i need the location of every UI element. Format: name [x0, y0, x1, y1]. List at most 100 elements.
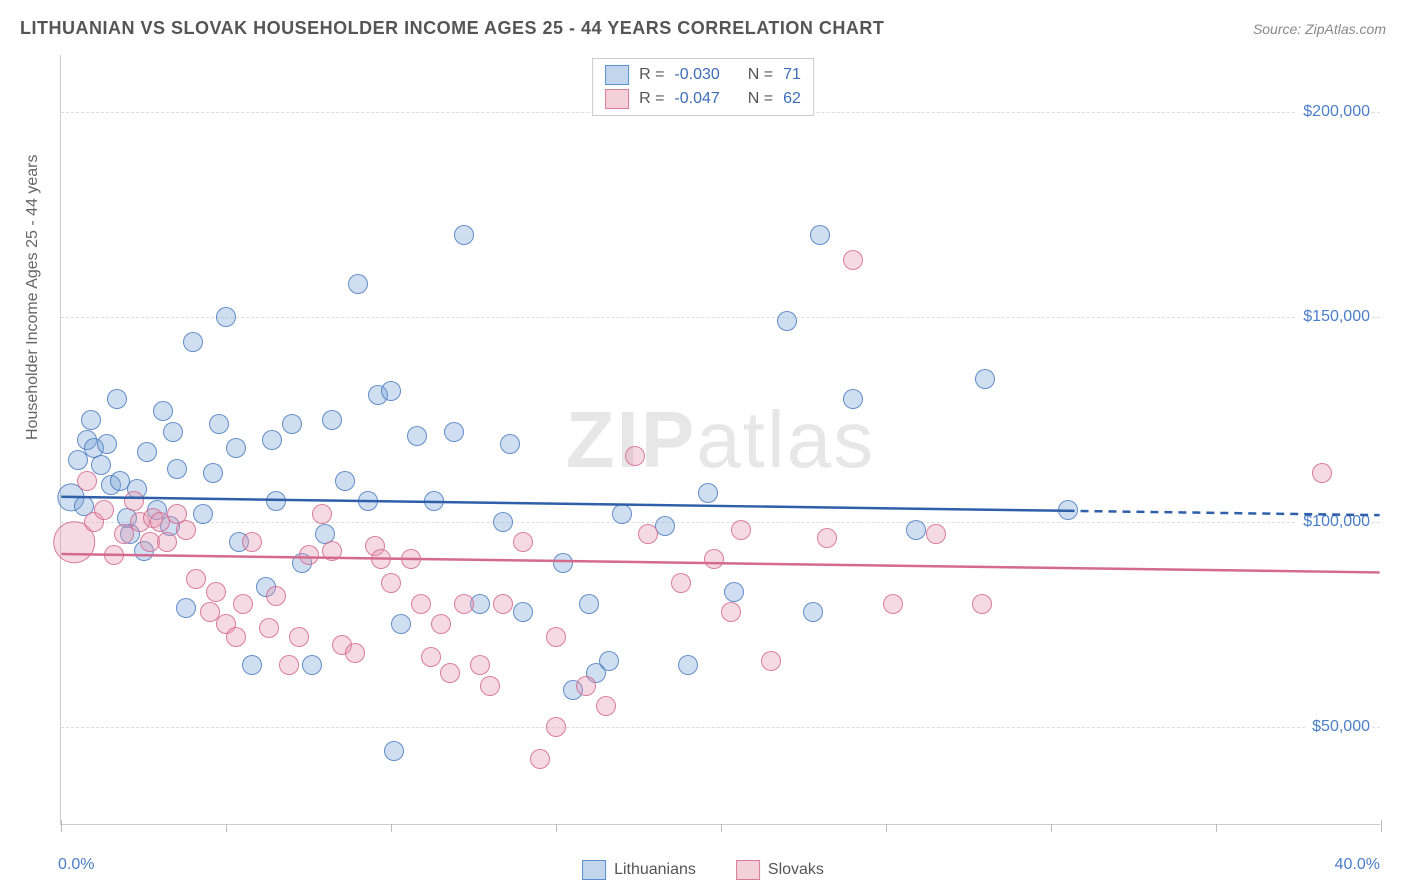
data-point-blue [1058, 500, 1078, 520]
data-point-pink [401, 549, 421, 569]
gridline [61, 727, 1380, 728]
gridline [61, 317, 1380, 318]
data-point-blue [391, 614, 411, 634]
data-point-blue [193, 504, 213, 524]
data-point-blue [242, 655, 262, 675]
data-point-pink [206, 582, 226, 602]
data-point-blue [698, 483, 718, 503]
stats-row: R =-0.030N =71 [605, 63, 801, 87]
data-point-blue [322, 410, 342, 430]
legend: Lithuanians Slovaks [582, 860, 824, 880]
data-point-blue [599, 651, 619, 671]
data-point-blue [216, 307, 236, 327]
data-point-blue [553, 553, 573, 573]
data-point-pink [972, 594, 992, 614]
x-tick [226, 824, 227, 832]
data-point-blue [167, 459, 187, 479]
y-tick-label: $150,000 [1297, 308, 1370, 326]
legend-label: Slovaks [768, 861, 824, 879]
trendline [61, 497, 1066, 511]
data-point-blue [68, 450, 88, 470]
stats-swatch [605, 89, 629, 109]
data-point-blue [97, 434, 117, 454]
data-point-pink [817, 528, 837, 548]
x-tick [61, 820, 62, 832]
data-point-pink [94, 500, 114, 520]
data-point-pink [721, 602, 741, 622]
data-point-blue [91, 455, 111, 475]
data-point-pink [926, 524, 946, 544]
source-label: Source: ZipAtlas.com [1253, 21, 1386, 37]
data-point-blue [163, 422, 183, 442]
y-tick-label: $50,000 [1306, 718, 1370, 736]
data-point-blue [407, 426, 427, 446]
data-point-pink [322, 541, 342, 561]
data-point-pink [371, 549, 391, 569]
correlation-stats-box: R =-0.030N =71R =-0.047N =62 [592, 58, 814, 116]
data-point-blue [81, 410, 101, 430]
data-point-pink [431, 614, 451, 634]
x-tick [886, 824, 887, 832]
stats-r-label: R = [639, 90, 664, 108]
data-point-blue [906, 520, 926, 540]
data-point-pink [470, 655, 490, 675]
stats-r-label: R = [639, 66, 664, 84]
data-point-pink [731, 520, 751, 540]
x-tick [556, 824, 557, 832]
data-point-blue [803, 602, 823, 622]
data-point-pink [77, 471, 97, 491]
data-point-pink [454, 594, 474, 614]
data-point-blue [358, 491, 378, 511]
data-point-pink [576, 676, 596, 696]
scatter-plot: ZIPatlas $50,000$100,000$150,000$200,000 [60, 55, 1380, 825]
data-point-blue [209, 414, 229, 434]
y-tick-label: $100,000 [1297, 513, 1370, 531]
stats-n-value: 62 [783, 90, 801, 108]
data-point-blue [424, 491, 444, 511]
data-point-pink [638, 524, 658, 544]
legend-swatch-pink [736, 860, 760, 880]
data-point-pink [289, 627, 309, 647]
data-point-pink [411, 594, 431, 614]
x-axis-start-label: 0.0% [58, 856, 94, 874]
stats-r-value: -0.030 [674, 66, 719, 84]
data-point-blue [107, 389, 127, 409]
data-point-pink [671, 573, 691, 593]
legend-swatch-blue [582, 860, 606, 880]
data-point-pink [546, 627, 566, 647]
trendlines-layer [61, 55, 1380, 824]
data-point-blue [612, 504, 632, 524]
y-axis-title: Householder Income Ages 25 - 44 years [24, 155, 42, 441]
data-point-blue [266, 491, 286, 511]
stats-row: R =-0.047N =62 [605, 87, 801, 111]
data-point-pink [279, 655, 299, 675]
data-point-blue [153, 401, 173, 421]
stats-swatch [605, 65, 629, 85]
data-point-blue [282, 414, 302, 434]
data-point-pink [124, 491, 144, 511]
data-point-pink [883, 594, 903, 614]
data-point-pink [157, 532, 177, 552]
data-point-pink [266, 586, 286, 606]
data-point-blue [724, 582, 744, 602]
data-point-pink [381, 573, 401, 593]
data-point-pink [625, 446, 645, 466]
data-point-blue [176, 598, 196, 618]
data-point-pink [299, 545, 319, 565]
data-point-pink [440, 663, 460, 683]
data-point-blue [513, 602, 533, 622]
data-point-blue [137, 442, 157, 462]
data-point-blue [381, 381, 401, 401]
watermark: ZIPatlas [566, 394, 875, 486]
legend-item-slovaks: Slovaks [736, 860, 824, 880]
legend-item-lithuanians: Lithuanians [582, 860, 696, 880]
data-point-pink [513, 532, 533, 552]
data-point-pink [704, 549, 724, 569]
data-point-blue [454, 225, 474, 245]
data-point-pink [530, 749, 550, 769]
x-tick [1051, 824, 1052, 832]
gridline [61, 522, 1380, 523]
data-point-pink [761, 651, 781, 671]
data-point-pink [233, 594, 253, 614]
data-point-pink [843, 250, 863, 270]
